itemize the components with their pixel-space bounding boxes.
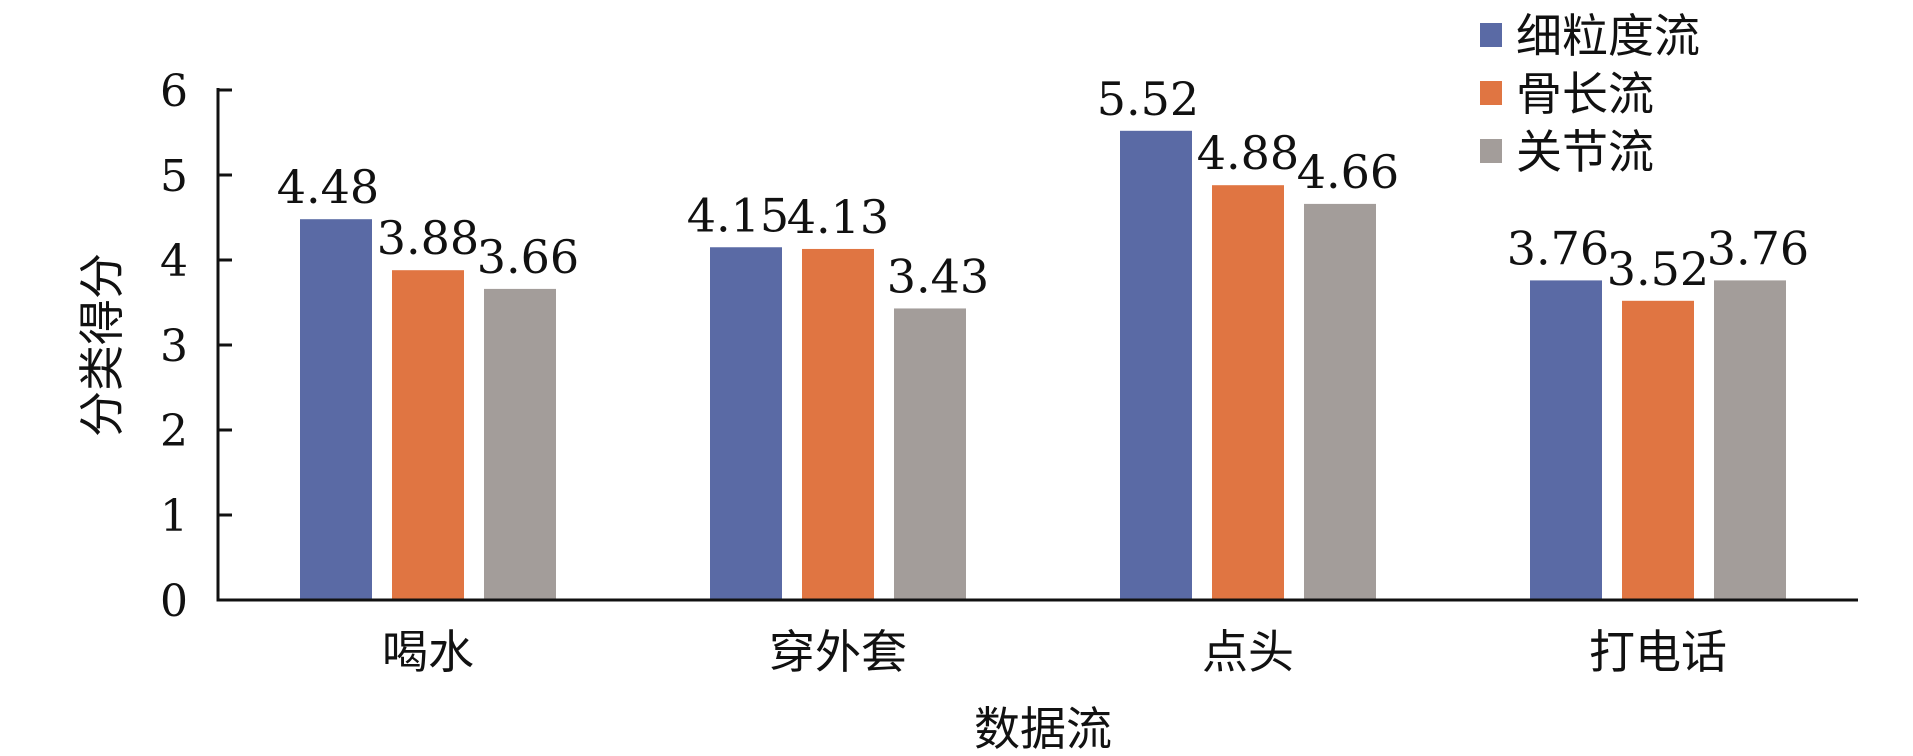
bars-group <box>300 130 1786 601</box>
data-label-穿外套-细粒度流: 4.15 <box>687 188 789 242</box>
data-label-喝水-关节流: 3.66 <box>477 230 579 284</box>
legend-swatch-关节流 <box>1480 139 1502 163</box>
y-tick-label-2: 2 <box>160 406 188 457</box>
bar-点头-细粒度流 <box>1120 130 1192 601</box>
y-tick-label-4: 4 <box>160 236 188 287</box>
bar-喝水-骨长流 <box>392 270 464 600</box>
bar-穿外套-骨长流 <box>802 248 874 600</box>
legend-label-关节流: 关节流 <box>1516 125 1654 179</box>
data-label-打电话-关节流: 3.76 <box>1707 221 1809 275</box>
bar-打电话-骨长流 <box>1622 300 1694 600</box>
data-label-点头-关节流: 4.66 <box>1297 145 1399 199</box>
x-axis-title: 数据流 <box>974 702 1112 756</box>
legend-swatch-细粒度流 <box>1480 23 1502 47</box>
legend-swatch-骨长流 <box>1480 81 1502 105</box>
bar-穿外套-关节流 <box>894 308 966 600</box>
data-label-点头-细粒度流: 5.52 <box>1097 72 1199 126</box>
data-label-点头-骨长流: 4.88 <box>1197 126 1299 180</box>
x-category-label-打电话: 打电话 <box>1589 625 1727 679</box>
data-label-打电话-细粒度流: 3.76 <box>1507 221 1609 275</box>
x-category-label-点头: 点头 <box>1202 625 1294 679</box>
bar-喝水-关节流 <box>484 288 556 600</box>
bar-打电话-关节流 <box>1714 280 1786 600</box>
y-ticks-group: 0 1 2 3 4 5 6 <box>160 66 232 627</box>
x-category-labels: 喝水 穿外套 点头 打电话 <box>382 625 1727 679</box>
y-tick-label-0: 0 <box>160 576 188 627</box>
y-tick-label-6: 6 <box>160 66 188 117</box>
data-labels-group: 4.48 4.15 5.52 3.76 3.88 4.13 4.88 3.52 3.66 3.43… <box>277 72 1809 304</box>
y-tick-label-5: 5 <box>160 151 188 202</box>
x-category-label-穿外套: 穿外套 <box>769 625 907 679</box>
data-label-打电话-骨长流: 3.52 <box>1607 242 1709 296</box>
legend-label-骨长流: 骨长流 <box>1516 67 1654 121</box>
y-tick-label-1: 1 <box>160 491 188 542</box>
bar-点头-骨长流 <box>1212 185 1284 600</box>
bar-打电话-细粒度流 <box>1530 280 1602 600</box>
bar-穿外套-细粒度流 <box>710 247 782 600</box>
data-label-穿外套-关节流: 3.43 <box>887 249 989 303</box>
y-tick-label-3: 3 <box>160 321 188 372</box>
data-label-穿外套-骨长流: 4.13 <box>787 190 889 244</box>
legend-label-细粒度流: 细粒度流 <box>1516 9 1700 63</box>
data-label-喝水-骨长流: 3.88 <box>377 211 479 265</box>
bar-点头-关节流 <box>1304 203 1376 600</box>
y-axis-title: 分类得分 <box>75 253 129 437</box>
x-category-label-喝水: 喝水 <box>382 625 474 679</box>
data-label-喝水-细粒度流: 4.48 <box>277 160 379 214</box>
bar-喝水-细粒度流 <box>300 219 372 600</box>
